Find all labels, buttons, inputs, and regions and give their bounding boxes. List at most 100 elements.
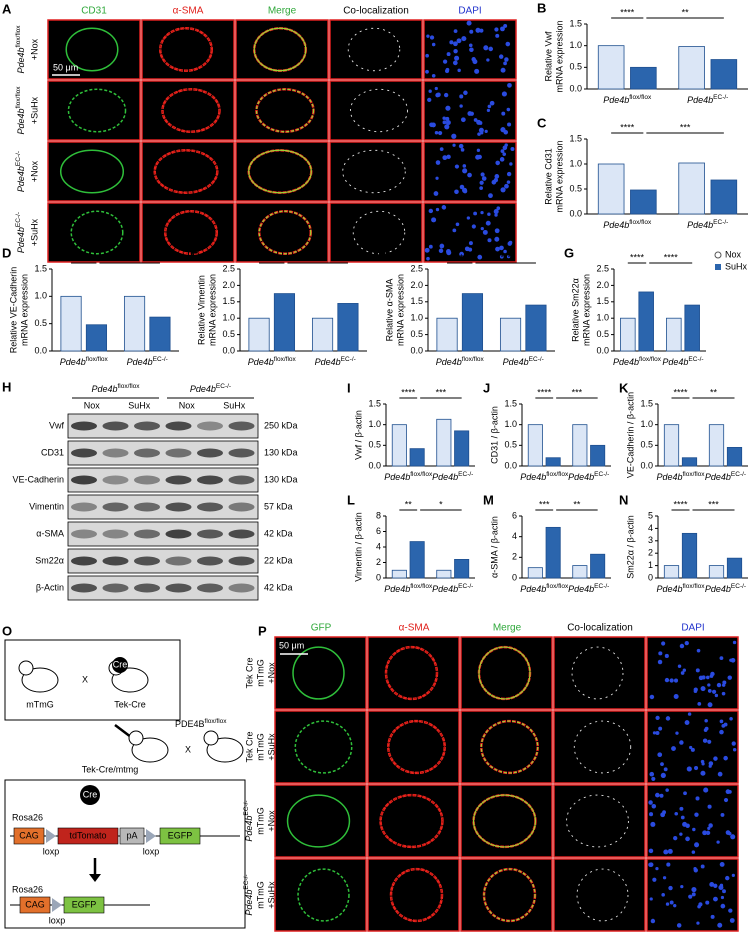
protein-label: β-Actin [36,582,64,592]
genotype-label: Pde4bEC-/- [503,356,544,367]
nucleus [711,689,717,694]
significance-label: **** [265,252,280,262]
vessel-ring [350,88,408,133]
genotype-sup: EC-/- [341,356,356,363]
nucleus [685,823,690,828]
nucleus [426,256,430,261]
y-tick-label: 0.0 [222,345,235,355]
blot-band [71,475,97,485]
panel-label: F [378,245,386,260]
column-header: DAPI [681,623,704,634]
vessel-ring [154,149,218,194]
nucleus [719,862,725,867]
nucleus [655,730,660,735]
blot-band [134,529,160,539]
micrograph [235,202,329,263]
y-axis-label: mRNA expression [395,274,405,346]
element-label: tdTomato [69,830,106,840]
nucleus [487,212,491,216]
nucleus [459,104,463,108]
nucleus [461,36,467,42]
genotype-sup: EC-/- [529,356,544,363]
gene-name: Pde4b [16,166,26,192]
y-tick-label: 2 [648,548,653,558]
nucleus [476,148,481,152]
gene-name: Pde4b [436,357,462,367]
y-tick-label: 2.0 [410,280,423,290]
nucleus [474,68,480,74]
panel-label: O [2,623,12,638]
micrograph [460,858,553,932]
y-tick-label: 0.5 [222,329,235,339]
nucleus [499,245,504,251]
nucleus [673,903,677,908]
micrograph [235,19,329,80]
nucleus [473,118,478,122]
column-header: Co-localization [343,6,409,17]
blot-band [71,448,97,458]
blot-strip [67,494,259,520]
y-tick-label: 4 [648,523,653,533]
locus-label: Rosa26 [12,812,43,822]
nucleus [707,683,711,687]
bar [391,424,407,467]
nucleus [695,796,700,801]
element-label: CAG [19,830,39,840]
nucleus [468,241,473,246]
y-axis-label: Relative Vimentin [196,275,206,345]
nucleus [673,694,679,700]
row-label: mTmG [255,659,265,687]
nucleus [680,885,684,889]
nucleus [439,243,445,249]
partner-sup: flox/flox [205,718,228,725]
panel-label: D [2,245,11,260]
bar [726,557,743,579]
micrograph [47,80,141,141]
blot-band [228,502,255,512]
vessel-ring [292,646,345,700]
genotype-sup: EC-/- [243,874,250,889]
nucleus [660,762,664,767]
nucleus [443,92,449,98]
nucleus [728,908,733,913]
nucleus [662,876,667,880]
genotype-sup: EC-/- [713,219,728,226]
bar [726,446,743,467]
nucleus [463,90,468,96]
genotype-label: Pde4bflox/flox [613,356,662,367]
nucleus [476,119,482,125]
gene-name: Pde4b [603,220,629,230]
construct-element [119,827,145,845]
loxp-site [146,829,156,843]
nucleus [657,659,663,665]
nucleus [431,73,436,78]
nucleus [658,726,663,731]
y-tick-label: 0.0 [569,83,582,93]
nucleus [696,921,700,925]
gene-name: Pde4b [705,584,731,594]
panel-label: N [619,492,628,507]
arrow-head [89,874,101,882]
mouse-label: Tek-Cre [114,699,146,709]
size-label: 130 kDa [264,447,298,457]
nucleus [460,117,466,123]
nucleus [453,29,458,33]
genotype-sup: EC-/- [243,800,250,815]
gene-name: Pde4b [60,357,86,367]
protein-label: VE-Cadherin [12,474,64,484]
y-tick-label: 0.0 [368,460,381,470]
genotype-sup: flox/flox [274,356,297,363]
genotype-sup: flox/flox [15,25,22,48]
vessel-ring [571,646,624,700]
scale-label: 50 μm [53,62,78,72]
significance-label: *** [500,252,511,262]
nucleus [480,172,485,177]
nucleus [682,668,687,672]
nucleus [429,35,435,40]
nucleus [473,211,478,216]
blot-band [165,583,192,593]
bar [590,444,606,467]
vessel-ring [483,868,536,922]
nucleus [686,766,692,772]
nucleus [458,143,464,149]
